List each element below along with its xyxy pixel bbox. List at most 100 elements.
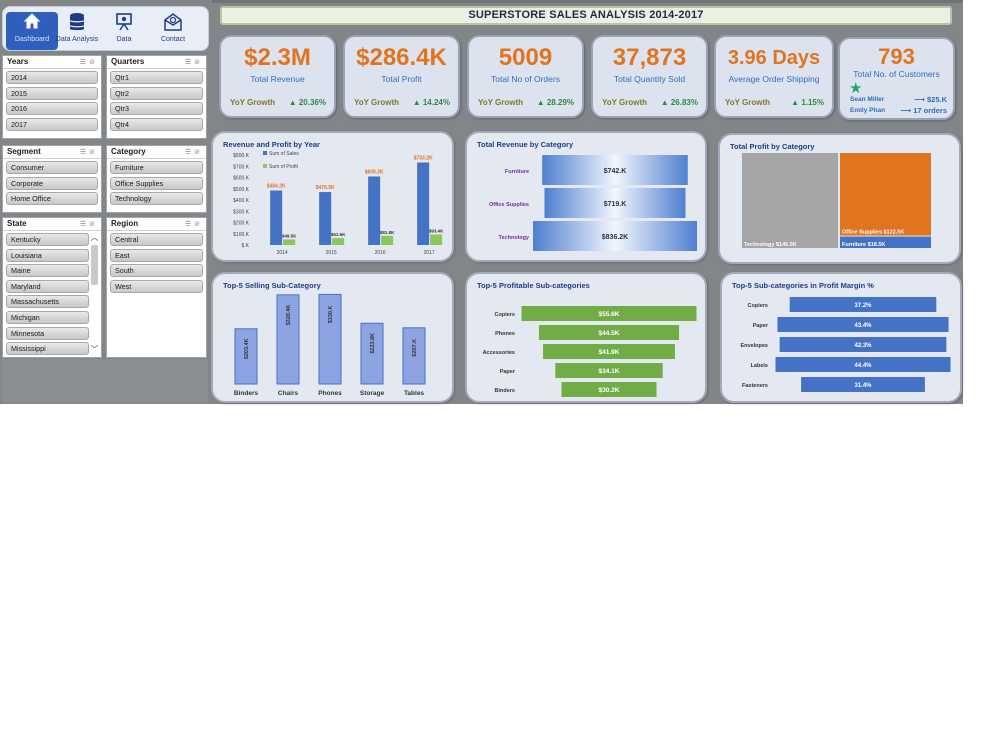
treemap-cell-office-supplies: [839, 153, 931, 236]
bar-sales: [368, 176, 381, 245]
slicer-tools-icon[interactable]: ☰⊘: [184, 59, 203, 66]
slicer-item-kentucky[interactable]: Kentucky: [6, 233, 89, 246]
x-tick-label: 2015: [326, 250, 337, 256]
slicer-item-central[interactable]: Central: [110, 233, 203, 246]
kpi-yoy-value: ▲ 1.15%: [791, 98, 824, 107]
slicer-item-2015[interactable]: 2015: [6, 86, 98, 100]
nav-data[interactable]: Data: [98, 12, 150, 50]
chart-revenue-by-category: Total Revenue by Category $742.K Furniture…: [465, 131, 707, 262]
data-label-profit: $81.8K: [380, 230, 395, 235]
bar-sales: [417, 162, 430, 245]
y-tick-label: $300.K: [233, 209, 250, 215]
slicer-item-furniture[interactable]: Furniture: [110, 161, 203, 174]
slicer-item-qtr4[interactable]: Qtr4: [110, 117, 203, 131]
data-label: $203.4K: [244, 338, 250, 359]
category-label: Fasteners: [742, 383, 768, 389]
slicer-item-2014[interactable]: 2014: [6, 71, 98, 84]
category-label: Labels: [751, 363, 768, 369]
category-label: Copiers: [495, 312, 515, 318]
slicer-item-maryland[interactable]: Maryland: [6, 279, 89, 293]
slicer-tools-icon[interactable]: ☰⊘: [79, 149, 98, 156]
profitable-subcategory-bar: [543, 344, 675, 359]
slicer-item-technology[interactable]: Technology: [110, 192, 203, 206]
category-label: Technology: [499, 235, 530, 241]
data-label: $330.K: [328, 306, 334, 324]
y-tick-label: $100.K: [233, 232, 250, 238]
slicer-item-qtr3[interactable]: Qtr3: [110, 102, 203, 116]
y-tick-label: $.K: [241, 243, 249, 249]
slicer-item-michigan[interactable]: Michigan: [6, 310, 89, 324]
slicer-item-qtr1[interactable]: Qtr1: [110, 71, 203, 84]
data-label-sales: $484.2K: [267, 184, 286, 190]
slicer-item-corporate[interactable]: Corporate: [6, 176, 98, 190]
kpi-yoy-label: YoY Growth: [602, 98, 648, 107]
slicer-title: Region: [111, 219, 139, 228]
top-profitable-chart-svg: Top-5 Profitable Sub-categories $55.6K Cop…: [477, 281, 697, 397]
data-label: $223.8K: [370, 333, 376, 354]
data-label: 42.3%: [854, 343, 872, 349]
data-label-sales: $470.5K: [316, 185, 335, 191]
star-icon: ★: [849, 80, 863, 97]
region-slicer: Region ☰⊘ Central East South West: [106, 217, 207, 358]
data-label: $41.9K: [599, 349, 620, 356]
x-tick-label: Phones: [318, 390, 342, 397]
kpi-yoy-value: ▲ 14.24%: [412, 98, 450, 107]
nav-label: Dashboard: [14, 36, 50, 43]
nav-label: Contact: [160, 36, 186, 43]
kpi-total-orders: 5009 Total No of Orders YoY Growth ▲ 28.…: [467, 35, 584, 118]
data-label: $328.4K: [286, 304, 292, 325]
kpi-value: 793: [878, 44, 915, 69]
slicer-tools-icon[interactable]: ☰⊘: [79, 221, 98, 228]
profit-margin-chart-svg: Top-5 Sub-categories in Profit Margin % 3…: [732, 281, 951, 392]
slicer-item-louisiana[interactable]: Louisiana: [6, 248, 89, 262]
slicer-item-office-supplies[interactable]: Office Supplies: [110, 176, 203, 190]
slicer-item-west[interactable]: West: [110, 279, 203, 293]
slicer-item-consumer[interactable]: Consumer: [6, 161, 98, 174]
top-selling-chart-svg: Top-5 Selling Sub-Category $203.4K Binders…: [223, 281, 426, 397]
profit-margin-bar: [779, 337, 947, 352]
slicer-item-mississippi[interactable]: Mississippi: [6, 342, 89, 356]
chart-title: Top-5 Sub-categories in Profit Margin %: [732, 281, 874, 290]
chart-top-selling-subcategory: Top-5 Selling Sub-Category $203.4K Binders…: [211, 272, 454, 403]
category-revenue-bar: [544, 188, 686, 218]
data-label-sales: $733.2K: [414, 156, 433, 162]
nav-data-analysis[interactable]: Data Analysis: [51, 12, 103, 50]
chart-title: Top-5 Profitable Sub-categories: [477, 281, 590, 290]
slicer-item-maine[interactable]: Maine: [6, 264, 89, 278]
category-label: Envelopes: [740, 343, 768, 349]
slicer-title: State: [7, 219, 27, 228]
category-label: Accessories: [483, 350, 515, 356]
slicer-item-south[interactable]: South: [110, 264, 203, 278]
slicer-item-home-office[interactable]: Home Office: [6, 192, 98, 206]
kpi-value: 37,873: [612, 44, 687, 71]
subcategory-sales-bar: [318, 293, 342, 385]
slicer-tools-icon[interactable]: ☰⊘: [79, 59, 98, 66]
slicer-item-massachusetts[interactable]: Massachusetts: [6, 295, 89, 309]
slicer-item-east[interactable]: East: [110, 248, 203, 262]
category-label: Copiers: [748, 303, 768, 309]
subcategory-sales-bar: [360, 322, 384, 385]
slicer-item-qtr2[interactable]: Qtr2: [110, 86, 203, 100]
data-label: $44.5K: [599, 330, 620, 337]
kpi-yoy-value: ▲ 26.83%: [660, 98, 698, 107]
data-label: $34.1K: [599, 368, 620, 375]
slicer-tools-icon[interactable]: ☰⊘: [184, 149, 203, 156]
scroll-thumb[interactable]: [91, 245, 98, 285]
nav-dashboard[interactable]: Dashboard: [6, 12, 58, 50]
profitable-subcategory-bar: [555, 363, 663, 378]
data-label: $836.2K: [602, 234, 628, 241]
y-tick-label: $700.K: [233, 164, 250, 170]
slicer-tools-icon[interactable]: ☰⊘: [184, 221, 203, 228]
kpi-label: Total No of Orders: [491, 74, 560, 84]
bar-profit: [332, 238, 345, 245]
kpi-label: Total Quantity Sold: [613, 74, 686, 84]
slicer-item-2017[interactable]: 2017: [6, 117, 98, 131]
data-label-profit: $49.5K: [282, 233, 297, 238]
state-scrollbar[interactable]: ︿ ﹀: [90, 233, 99, 355]
scroll-down-icon[interactable]: ﹀: [90, 345, 99, 354]
slicer-item-minnesota[interactable]: Minnesota: [6, 326, 89, 340]
y-tick-label: $400.K: [233, 198, 250, 204]
scroll-up-icon[interactable]: ︿: [90, 233, 99, 242]
slicer-item-2016[interactable]: 2016: [6, 102, 98, 116]
nav-contact[interactable]: Contact: [147, 12, 199, 50]
